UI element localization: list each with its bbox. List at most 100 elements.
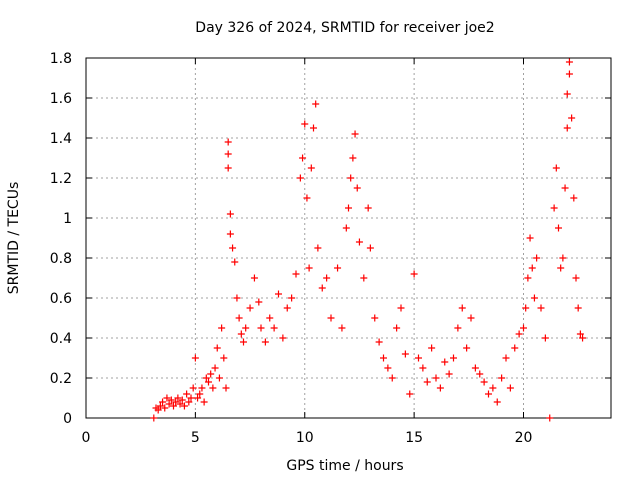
data-point (257, 324, 265, 332)
data-point (250, 274, 258, 282)
data-point (205, 378, 212, 386)
plot-frame (85, 57, 612, 419)
data-point (323, 274, 331, 282)
data-point (174, 394, 182, 402)
data-point (338, 324, 346, 332)
data-point (526, 234, 534, 242)
data-point (296, 174, 304, 182)
data-point (467, 314, 475, 322)
data-point (310, 124, 317, 132)
data-point (307, 164, 315, 172)
data-point (318, 284, 326, 292)
data-point (579, 334, 587, 342)
data-point (211, 364, 219, 372)
y-tick-label: 1.8 (50, 51, 72, 67)
data-point (220, 354, 228, 362)
data-point (240, 338, 247, 346)
y-tick-label: 0 (63, 411, 72, 427)
data-point (563, 124, 571, 132)
data-point (565, 70, 573, 78)
x-tick-label: 15 (405, 430, 423, 446)
data-point (476, 370, 484, 378)
x-tick-label: 0 (82, 430, 91, 446)
data-point (502, 354, 510, 362)
data-point (224, 138, 232, 146)
data-point (200, 398, 208, 406)
data-point (441, 358, 449, 366)
data-point (288, 294, 296, 302)
data-point (270, 324, 278, 332)
data-point (401, 350, 409, 358)
data-point (235, 314, 243, 322)
data-point (231, 258, 239, 266)
data-point (163, 394, 171, 402)
data-point (576, 330, 584, 338)
data-point (537, 304, 545, 312)
data-point (342, 224, 350, 232)
data-point (388, 374, 396, 382)
data-point (423, 378, 431, 386)
y-tick-label: 1.6 (50, 91, 72, 107)
data-point (498, 374, 506, 382)
data-point (458, 304, 466, 312)
data-point (185, 398, 193, 406)
data-point (360, 274, 368, 282)
data-point (522, 304, 530, 312)
data-point (506, 384, 514, 392)
data-point (366, 244, 374, 252)
data-point (172, 398, 180, 406)
data-point (415, 354, 422, 362)
data-point (226, 230, 234, 238)
data-point (159, 398, 167, 406)
data-point (170, 402, 177, 410)
x-tick-label: 20 (515, 430, 533, 446)
data-point (194, 394, 202, 402)
data-point (546, 414, 554, 422)
data-point (561, 184, 569, 192)
data-point (222, 384, 230, 392)
data-point (572, 274, 580, 282)
data-point (397, 304, 405, 312)
data-point (191, 354, 199, 362)
data-point (327, 314, 335, 322)
data-point (292, 270, 300, 278)
y-tick-label: 0.6 (50, 291, 72, 307)
data-point (565, 58, 573, 66)
data-point (530, 294, 538, 302)
data-point (559, 254, 567, 262)
tick-layer: 0 0.2 0.4 0.6 0.8 1 1.2 1.4 1.6 1.8 0 5 10 15 20 (50, 51, 611, 446)
data-point (450, 354, 457, 362)
data-point (233, 294, 241, 302)
data-point (224, 164, 232, 172)
y-tick-label: 1 (63, 211, 72, 227)
data-point (406, 390, 414, 398)
data-point (198, 384, 206, 392)
data-point (299, 154, 307, 162)
data-point (515, 330, 523, 338)
data-point (156, 402, 164, 410)
data-point (207, 370, 215, 378)
y-tick-label: 0.8 (50, 251, 72, 267)
data-point (301, 120, 309, 128)
data-point (150, 414, 158, 422)
data-point (375, 338, 383, 346)
data-point (353, 184, 361, 192)
data-point (183, 390, 191, 398)
data-point (213, 344, 221, 352)
data-point (303, 194, 311, 202)
data-point (371, 314, 379, 322)
data-point (436, 384, 444, 392)
data-point (410, 270, 418, 278)
data-point (224, 150, 232, 158)
data-point (454, 324, 462, 332)
data-point (165, 400, 173, 408)
data-point (489, 384, 497, 392)
y-tick-label: 0.2 (50, 371, 72, 387)
data-point (218, 324, 226, 332)
data-point (552, 164, 560, 172)
y-tick-label: 0.4 (50, 331, 72, 347)
data-point (180, 402, 188, 410)
data-point (480, 378, 488, 386)
data-point (312, 100, 320, 108)
